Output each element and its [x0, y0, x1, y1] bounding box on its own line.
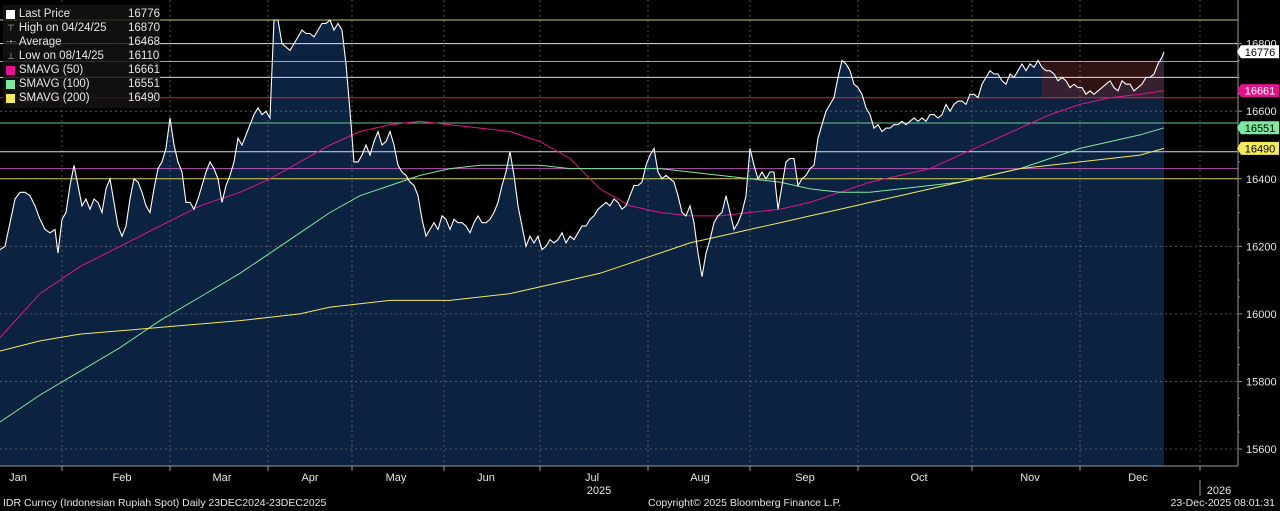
legend-label: SMAVG (200) — [18, 92, 90, 104]
highlight-box-layer — [1042, 61, 1164, 98]
value-tag-label: 16551 — [1245, 123, 1276, 135]
color-swatch — [6, 93, 16, 103]
legend-value: 16776 — [128, 8, 160, 20]
last-price-area — [0, 20, 1164, 466]
legend-swatch-icon — [3, 79, 19, 89]
y-tick-label: 16600 — [1246, 106, 1277, 118]
series-line-smavg-200 — [0, 147, 1165, 352]
x-month-label: May — [386, 472, 407, 484]
color-swatch — [6, 9, 16, 19]
legend-swatch-icon — [3, 9, 19, 19]
x-month-label: Feb — [113, 472, 132, 484]
low-marker-icon: ⊥ — [7, 50, 15, 61]
x-month-label: Nov — [1020, 472, 1040, 484]
high-marker-icon: ⊤ — [7, 22, 15, 33]
reference-lines-layer — [0, 19, 1238, 180]
color-swatch — [6, 65, 16, 75]
x-year-label: 2025 — [587, 485, 611, 497]
x-year-label: 2026 — [1207, 485, 1231, 497]
x-month-label: Jan — [9, 472, 27, 484]
legend-value: 16110 — [128, 50, 160, 62]
legend-swatch-icon — [3, 93, 19, 103]
value-tag-label: 16490 — [1245, 143, 1276, 155]
x-month-label: Dec — [1128, 472, 1148, 484]
x-month-label: Aug — [690, 472, 710, 484]
legend-row: ⊤ High on 04/24/25 16870 — [3, 21, 160, 35]
value-tag-box — [1237, 84, 1279, 98]
legend-row: SMAVG (200) 16490 — [3, 91, 160, 105]
x-month-label: Mar — [213, 472, 232, 484]
legend-value: 16490 — [128, 92, 160, 104]
recent-range-highlight — [1042, 61, 1164, 98]
y-tick-label: 16000 — [1246, 309, 1277, 321]
legend-swatch-icon — [3, 65, 19, 75]
legend-label: Average — [18, 36, 62, 48]
y-tick-label: 15800 — [1246, 376, 1277, 388]
series-lines-layer — [0, 19, 1165, 423]
footer-security-description: IDR Curncy (Indonesian Rupiah Spot) Dail… — [3, 497, 327, 509]
legend-label: High on 04/24/25 — [18, 22, 107, 34]
color-swatch — [6, 79, 16, 89]
average-marker-icon: −•− — [5, 38, 17, 46]
legend-label: Last Price — [18, 8, 71, 20]
y-tick-label: 16400 — [1246, 174, 1277, 186]
value-tag-box — [1237, 121, 1279, 135]
chart-legend: Last Price 16776 ⊤ High on 04/24/25 16870 −•−… — [3, 5, 160, 108]
legend-value: 16551 — [128, 78, 160, 90]
legend-row: ⊥ Low on 08/14/25 16110 — [3, 49, 160, 63]
x-month-label: Jul — [585, 472, 599, 484]
x-month-label: Oct — [910, 472, 927, 484]
series-line-smavg-50 — [0, 90, 1165, 338]
legend-label: SMAVG (50) — [18, 64, 84, 76]
value-tag-box — [1237, 45, 1279, 59]
footer-copyright: Copyright© 2025 Bloomberg Finance L.P. — [648, 497, 842, 509]
legend-value: 16468 — [128, 36, 160, 48]
value-tag-label: 16661 — [1245, 86, 1276, 98]
y-tick-label: 15600 — [1246, 444, 1277, 456]
legend-value: 16870 — [128, 22, 160, 34]
legend-row: SMAVG (100) 16551 — [3, 77, 160, 91]
legend-row: Last Price 16776 — [3, 7, 160, 21]
price-area-layer — [0, 20, 1164, 466]
x-month-label: Apr — [301, 472, 318, 484]
value-tags-layer: 16776 16661 16551 16490 — [1237, 45, 1279, 155]
value-tag-box — [1237, 141, 1279, 155]
x-month-label: Jun — [477, 472, 495, 484]
legend-label: SMAVG (100) — [18, 78, 90, 90]
value-tag-label: 16776 — [1245, 47, 1276, 59]
legend-row: −•− Average 16468 — [3, 35, 160, 49]
legend-label: Low on 08/14/25 — [18, 50, 104, 62]
series-line-last-price — [0, 19, 1165, 277]
legend-value: 16661 — [128, 64, 160, 76]
footer-timestamp: 23-Dec-2025 08:01:31 — [1170, 497, 1276, 509]
x-month-label: Sep — [795, 472, 815, 484]
legend-row: SMAVG (50) 16661 — [3, 63, 160, 77]
y-tick-label: 16200 — [1246, 241, 1277, 253]
